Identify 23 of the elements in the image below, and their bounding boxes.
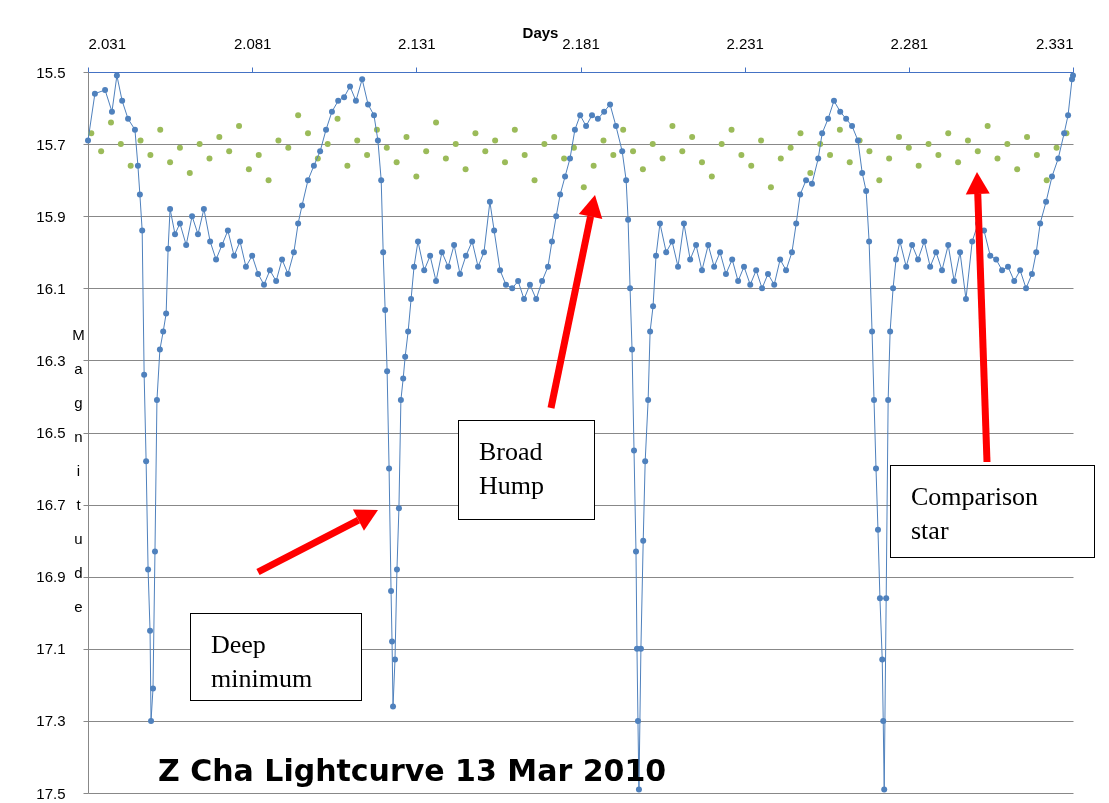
x-tick-label: 2.331 bbox=[1035, 34, 1074, 52]
y-tick-label: 16.1 bbox=[36, 279, 66, 297]
y-tick-label: 16.5 bbox=[36, 424, 66, 441]
x-tick-label: 2.231 bbox=[726, 34, 764, 52]
x-tick-label: 2.031 bbox=[88, 34, 127, 52]
y-tick-label: 15.7 bbox=[36, 135, 66, 153]
x-tick-label: 2.281 bbox=[890, 34, 929, 52]
y-tick-label: 16.3 bbox=[36, 351, 66, 369]
y-tick-label: 17.1 bbox=[36, 640, 66, 658]
x-axis-title: Days bbox=[522, 23, 559, 41]
x-tick-label: 2.131 bbox=[398, 34, 436, 52]
y-tick-label: 16.9 bbox=[36, 568, 66, 586]
y-tick-label: 17.5 bbox=[36, 784, 66, 802]
y-tick-label: 15.9 bbox=[36, 207, 66, 225]
annotation: Comparison star bbox=[890, 465, 1095, 558]
y-tick-label: 17.3 bbox=[36, 712, 66, 730]
x-tick-label: 2.181 bbox=[562, 34, 600, 52]
y-tick-label: 15.5 bbox=[36, 63, 66, 81]
text: Magnitude bbox=[72, 325, 85, 615]
annotation: Broad Hump bbox=[458, 420, 595, 520]
y-tick-label: 16.7 bbox=[36, 496, 66, 514]
annotation: Deep minimum bbox=[190, 613, 362, 701]
x-tick-label: 2.081 bbox=[233, 34, 272, 52]
